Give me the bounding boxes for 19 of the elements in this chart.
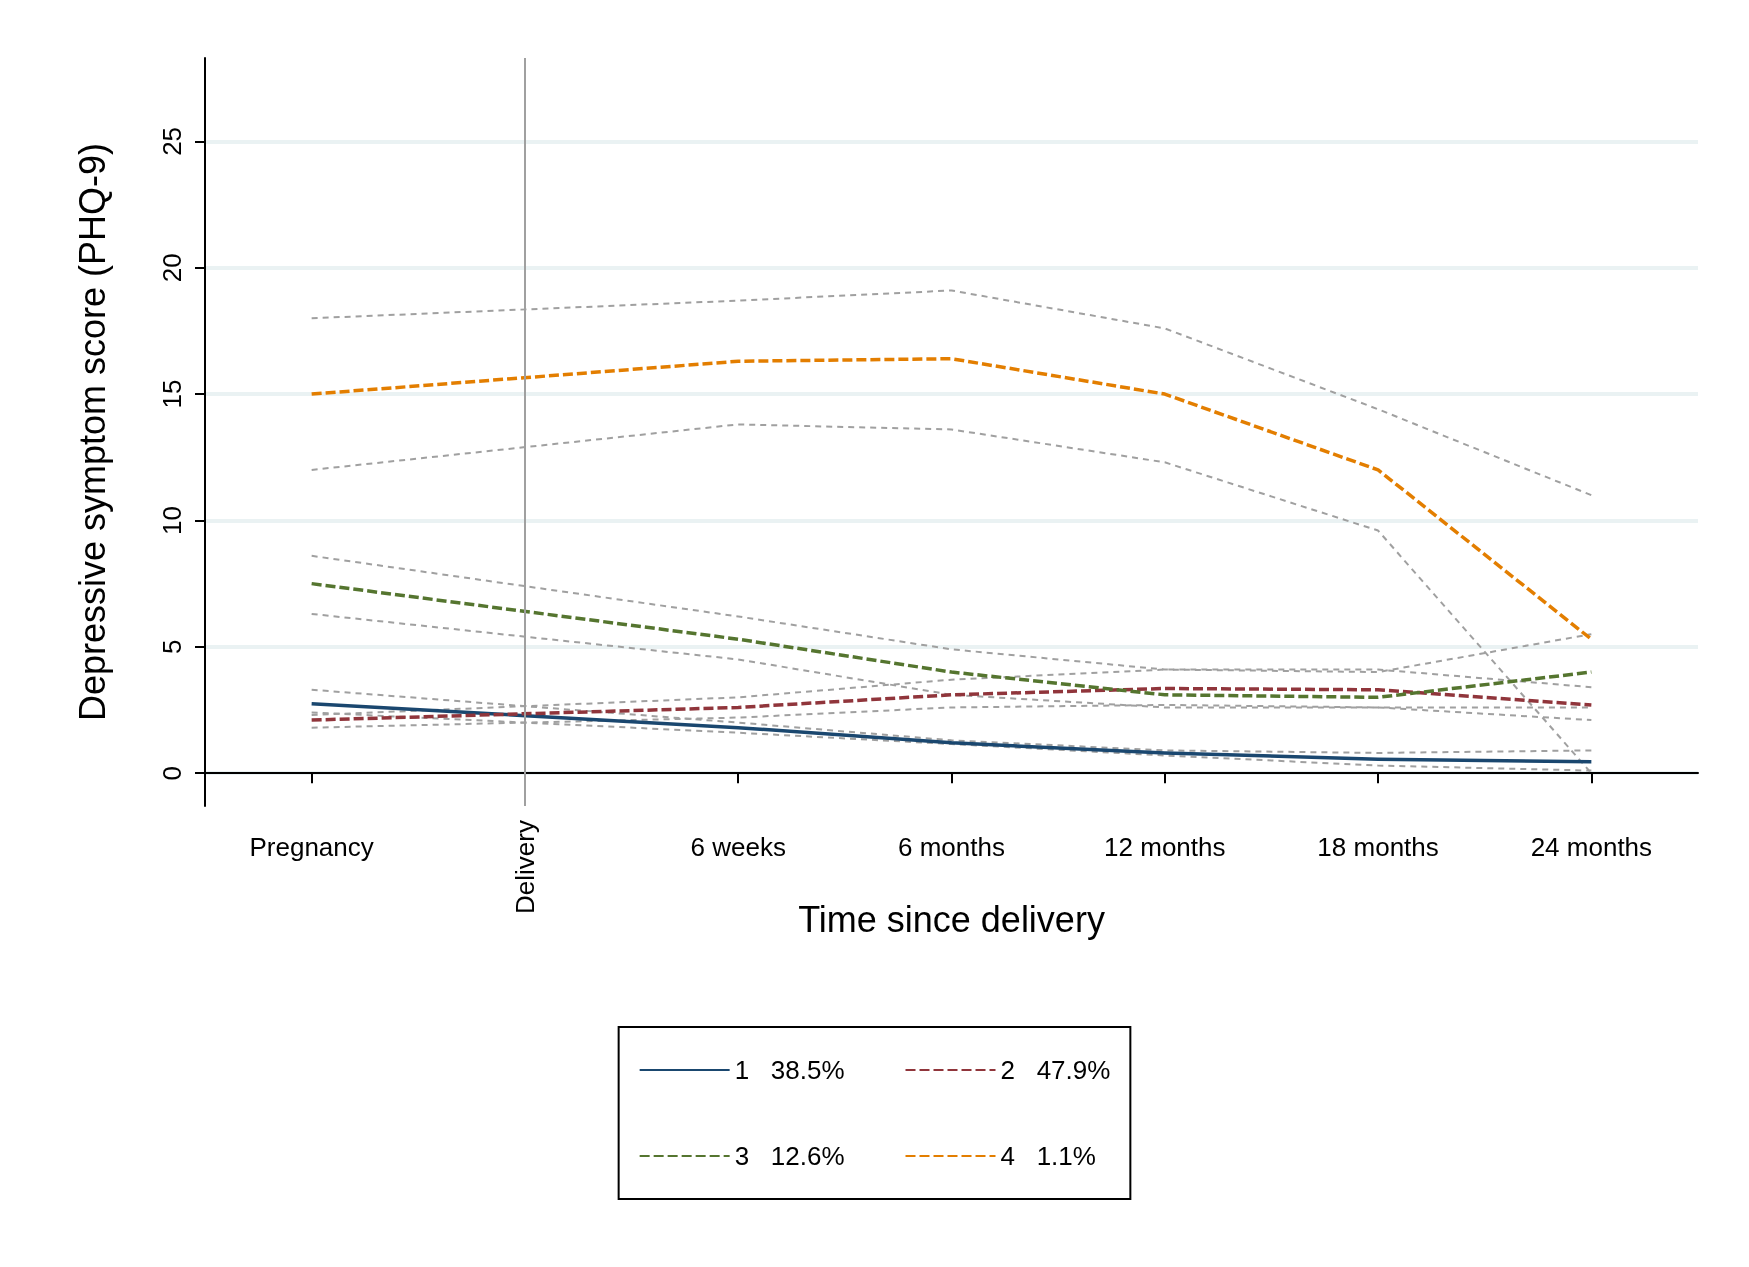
- y-axis-title: Depressive symptom score (PHQ-9): [71, 142, 113, 722]
- y-tick-label: 5: [157, 639, 187, 655]
- y-tick-label: 15: [157, 379, 187, 409]
- y-tick-label: 20: [157, 253, 187, 283]
- x-tick-label: 24 months: [1530, 832, 1653, 862]
- y-tick-label: 25: [157, 126, 187, 156]
- x-tick-label: Pregnancy: [249, 832, 374, 862]
- y-tick-label: 0: [157, 765, 187, 781]
- legend-label: 1 38.5%: [734, 1055, 845, 1085]
- x-tick-label: 12 months: [1104, 832, 1226, 862]
- x-axis-title: Time since delivery: [798, 898, 1105, 940]
- x-tick-label: 6 months: [898, 832, 1005, 862]
- legend-label: 4 1.1%: [1000, 1141, 1096, 1171]
- y-tick-label: 10: [157, 505, 187, 535]
- legend-label: 2 47.9%: [1000, 1055, 1111, 1085]
- x-tick-label: 18 months: [1317, 832, 1439, 862]
- x-tick-label: 6 weeks: [690, 832, 786, 862]
- legend-label: 3 12.6%: [734, 1141, 845, 1171]
- x-tick-label: Delivery: [509, 820, 540, 914]
